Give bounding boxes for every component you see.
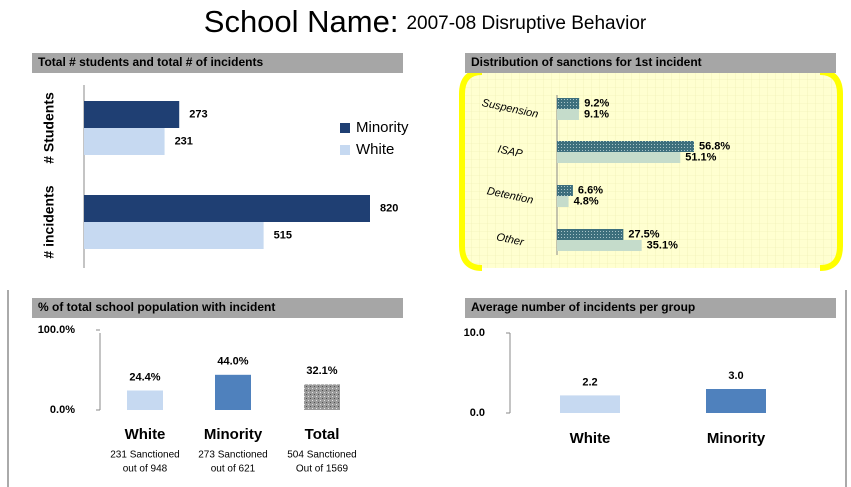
- y-tick-label: 100.0%: [38, 324, 76, 336]
- value-label: 515: [274, 229, 292, 241]
- value-label: 4.8%: [574, 195, 599, 207]
- bar: [706, 389, 766, 413]
- value-label: 2.2: [582, 376, 597, 388]
- value-label: 24.4%: [129, 371, 160, 383]
- bar: [557, 229, 624, 240]
- y-tick-label: 0.0: [470, 407, 485, 419]
- value-label: 820: [380, 202, 398, 214]
- bar: [557, 240, 642, 251]
- panel-title: Distribution of sanctions for 1st incide…: [471, 55, 702, 69]
- value-label: 32.1%: [306, 365, 337, 377]
- category-label: White: [125, 426, 166, 443]
- bar: [127, 390, 163, 410]
- value-label: 35.1%: [647, 239, 678, 251]
- legend-swatch: [340, 123, 350, 133]
- category-label: Minority: [707, 430, 766, 447]
- value-label: 9.1%: [584, 108, 609, 120]
- title-sub: 2007-08 Disruptive Behavior: [406, 13, 646, 34]
- page-title: School Name: 2007-08 Disruptive Behavior: [204, 4, 647, 39]
- bar: [560, 395, 620, 413]
- bar: [557, 109, 579, 120]
- legend-label: White: [356, 141, 394, 158]
- category-label: # Students: [41, 92, 57, 164]
- legend-label: Minority: [356, 119, 409, 136]
- sub-label: out of 948: [123, 464, 168, 475]
- panel-header: [32, 298, 403, 318]
- category-label: ISAP: [497, 143, 525, 160]
- sub-label: Out of 1569: [296, 464, 349, 475]
- sub-label: 231 Sanctioned: [110, 450, 180, 461]
- value-label: 51.1%: [685, 151, 716, 163]
- bar: [557, 141, 694, 152]
- sub-label: 504 Sanctioned: [287, 450, 357, 461]
- highlight-border: [459, 69, 843, 271]
- panel-header: [465, 298, 836, 318]
- bar: [215, 374, 251, 410]
- y-tick-label: 0.0%: [50, 404, 75, 416]
- bar: [84, 222, 264, 249]
- bar: [84, 101, 180, 128]
- panel-title: Average number of incidents per group: [471, 300, 695, 314]
- category-label: # incidents: [41, 185, 57, 258]
- sub-label: out of 621: [211, 464, 256, 475]
- value-label: 273: [189, 108, 207, 120]
- value-label: 6.6%: [578, 184, 603, 196]
- value-label: 27.5%: [628, 228, 659, 240]
- value-label: 9.2%: [584, 97, 609, 109]
- sub-label: 273 Sanctioned: [198, 450, 268, 461]
- panel-header: [465, 53, 836, 73]
- bar: [84, 128, 165, 155]
- y-tick-label: 10.0: [464, 327, 485, 339]
- value-label: 3.0: [728, 370, 743, 382]
- bar: [304, 384, 340, 410]
- panel-header: [32, 53, 403, 73]
- panel-title: % of total school population with incide…: [38, 300, 275, 314]
- bar: [557, 98, 580, 109]
- panel-title: Total # students and total # of incident…: [38, 55, 263, 69]
- value-label: 56.8%: [699, 140, 730, 152]
- category-label: White: [570, 430, 611, 447]
- legend-swatch: [340, 145, 350, 155]
- bar: [557, 152, 681, 163]
- value-label: 231: [175, 135, 193, 147]
- bar: [557, 196, 569, 207]
- category-label: Minority: [204, 426, 263, 443]
- category-label: Total: [305, 426, 340, 443]
- title-main: School Name:: [204, 4, 399, 39]
- value-label: 44.0%: [217, 356, 248, 368]
- category-label: Other: [495, 231, 526, 249]
- bar: [84, 195, 370, 222]
- bar: [557, 185, 573, 196]
